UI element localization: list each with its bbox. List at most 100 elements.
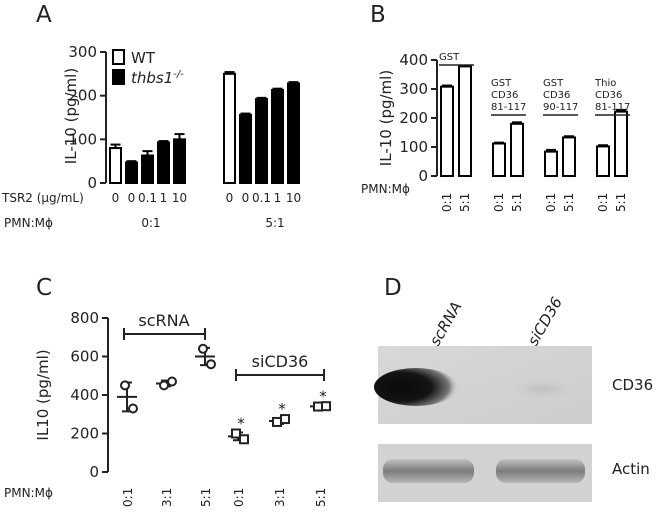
panel-a-tsr2-row-label: TSR2 (μg/mL)	[1, 191, 84, 205]
panel-a-tsr2-label: 0	[128, 191, 136, 205]
panel-c-point-scrna	[128, 403, 138, 414]
panel-a-bar-thbs1	[141, 154, 154, 185]
panel-c-point-scrna	[159, 380, 169, 391]
panel-letter-a: A	[36, 2, 52, 28]
panel-c-sig-marker: *	[278, 400, 286, 418]
panel-a-y-axis-title: IL-10 (pg/ml)	[62, 68, 80, 164]
panel-c-point-sicd36	[231, 428, 241, 439]
panel-b-bar	[544, 150, 558, 177]
legend-label-thbs1-sup: -/-	[173, 69, 184, 80]
panel-c-point-sicd36	[321, 401, 331, 412]
panel-b-group-label: 81-117	[491, 102, 526, 113]
panel-a-x-labels: 0 0 0.1 1 10 0 0 0.1 1 10	[112, 191, 301, 205]
panel-b-group-label: 90-117	[543, 102, 578, 113]
panel-a-bar-thbs1	[287, 82, 300, 184]
panel-a-ratio-row-label: PMN:Mϕ	[4, 216, 53, 230]
panel-c-chart: IL10 (pg/ml) 0 200 400 600 800 * * * scRNA siC…	[4, 309, 331, 507]
panel-b-bar	[596, 145, 610, 177]
panel-a-bar-thbs1	[239, 113, 252, 184]
panel-b-x-labels: 0:1 5:1 0:1 5:1 0:1 5:1 0:1 5:1	[440, 193, 628, 212]
panel-c-sig-marker: *	[237, 415, 245, 433]
panel-letter-d: D	[384, 275, 402, 301]
panel-b-bar	[492, 142, 506, 178]
panel-b-group-label: CD36	[543, 90, 570, 101]
panel-c-y-axis-title: IL10 (pg/ml)	[34, 349, 52, 440]
panel-c-point-scrna	[167, 376, 177, 387]
panel-b-group-label: 81-117	[595, 102, 630, 113]
panel-c-y-tick-label: 0	[89, 463, 99, 481]
panel-c-x-label: 3:1	[160, 488, 174, 507]
panel-b-bar	[510, 122, 524, 178]
panel-b-x-label: 5:1	[562, 193, 576, 212]
panel-a-y-tick-label: 0	[87, 174, 97, 192]
panel-c-y-tick-label: 200	[70, 425, 99, 443]
panel-a-bar-wt	[109, 147, 122, 184]
band-actin-sicd36	[496, 459, 585, 483]
panel-a-tsr2-label: 10	[286, 191, 301, 205]
panel-c-x-label: 0:1	[121, 488, 135, 507]
band-label-cd36: CD36	[612, 376, 653, 394]
group-label-scrna: scRNA	[138, 311, 189, 330]
panel-b-x-label: 5:1	[458, 193, 472, 212]
panel-c-ratio-row-label: PMN:Mϕ	[4, 486, 53, 500]
panel-a-tsr2-label: 1	[160, 191, 168, 205]
lane-label-sicd36: siCD36	[524, 294, 566, 349]
panel-c-x-labels: 0:1 3:1 5:1 0:1 3:1 5:1	[121, 488, 328, 507]
panel-a-tsr2-label: 0	[242, 191, 250, 205]
panel-a-bar-wt	[223, 72, 236, 184]
panel-c-y-tick-label: 800	[70, 309, 99, 327]
panel-b-y-tick-label: 0	[418, 167, 428, 185]
panel-c-x-label: 3:1	[273, 488, 287, 507]
panel-c-point-scrna	[120, 380, 130, 391]
panel-b-y-axis-title: IL-10 (pg/ml)	[377, 70, 395, 166]
panel-b-y-tick-label: 400	[399, 51, 428, 69]
panel-c-point-sicd36	[272, 416, 282, 427]
band-actin-scrna	[383, 459, 474, 483]
panel-b-bar	[458, 65, 472, 177]
legend-swatch-wt	[112, 49, 125, 65]
panel-c-points: * * *	[117, 343, 331, 445]
panel-a-bar-thbs1	[255, 98, 268, 184]
panel-letter-c: C	[36, 275, 52, 301]
panel-a-bar-thbs1	[173, 138, 186, 184]
panel-a-group-label-1: 5:1	[265, 216, 284, 230]
panel-c-point-scrna	[198, 343, 208, 354]
panel-a-bar-thbs1	[271, 88, 284, 184]
panel-c-point-scrna	[206, 359, 216, 370]
panel-b-ratio-row-label: PMN:Mϕ	[361, 182, 410, 196]
legend-label-thbs1: thbs1-/-	[131, 69, 184, 87]
panel-a-tsr2-label: 0	[112, 191, 120, 205]
band-cd36-sicd36	[513, 380, 573, 398]
western-blot: scRNA siCD36 CD36 Actin	[374, 294, 653, 502]
panel-a-y-tick-label: 100	[68, 130, 97, 148]
panel-b-group-label: CD36	[595, 90, 622, 101]
panel-c-x-label: 0:1	[232, 488, 246, 507]
panel-a-y-tick-label: 300	[68, 43, 97, 61]
panel-b-group-label: CD36	[491, 90, 518, 101]
panel-b-y-tick-label: 300	[399, 80, 428, 98]
panel-c-y-ticks: 0 200 400 600 800	[70, 309, 108, 481]
panel-c-x-label: 5:1	[199, 488, 213, 507]
legend-label-thbs1-name: thbs1	[131, 69, 173, 87]
panel-c-y-tick-label: 600	[70, 348, 99, 366]
panel-letter-b: B	[370, 2, 386, 28]
panel-b-bar	[614, 110, 628, 177]
panel-b-group-labels: GSTGSTCD3681-117GSTCD3690-117ThioCD3681-…	[439, 52, 630, 116]
legend-swatch-thbs1	[112, 69, 125, 85]
panel-a-tsr2-label: 0	[226, 191, 234, 205]
panel-b-x-label: 5:1	[510, 193, 524, 212]
panel-a-tsr2-label: 0.1	[138, 191, 157, 205]
legend-label-wt: WT	[131, 49, 156, 67]
panel-b-x-label: 5:1	[614, 193, 628, 212]
panel-a-bar-thbs1	[125, 161, 138, 185]
panel-a-group-label-0: 0:1	[141, 216, 160, 230]
panel-b-group-label: GST	[543, 78, 564, 89]
panel-b-bar	[562, 136, 576, 177]
panel-b-x-label: 0:1	[544, 193, 558, 212]
panel-c-x-label: 5:1	[314, 488, 328, 507]
panel-c-sig-marker: *	[319, 388, 327, 406]
panel-b-y-tick-label: 200	[399, 109, 428, 127]
